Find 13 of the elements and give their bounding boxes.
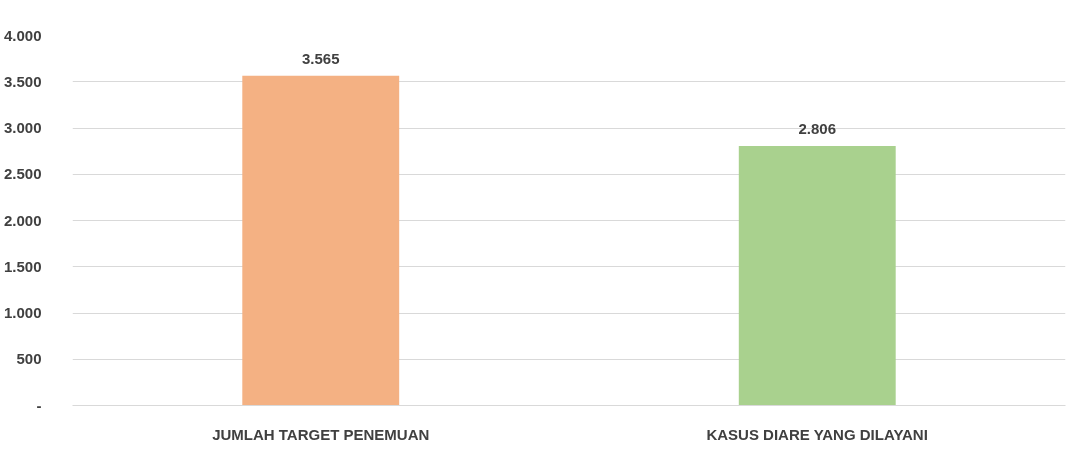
data-label: 3.565 (301, 49, 340, 67)
y-tick-label: 2.000 (3, 211, 42, 229)
y-tick-label: 1.000 (3, 304, 42, 321)
data-label: 2.806 (798, 119, 837, 137)
y-tick-label: 3.000 (3, 119, 42, 136)
x-tick-label: KASUS DIARE YANG DILAYANI (706, 425, 928, 443)
y-tick-label: - (36, 396, 42, 414)
y-tick-label: 1.500 (3, 257, 42, 275)
y-tick-label: 2.500 (3, 165, 42, 183)
y-tick-label: 3.500 (3, 72, 42, 90)
x-tick-label: JUMLAH TARGET PENEMUAN (212, 425, 430, 443)
y-tick-label: 4.000 (3, 26, 42, 44)
y-tick-label: 500 (16, 350, 42, 368)
